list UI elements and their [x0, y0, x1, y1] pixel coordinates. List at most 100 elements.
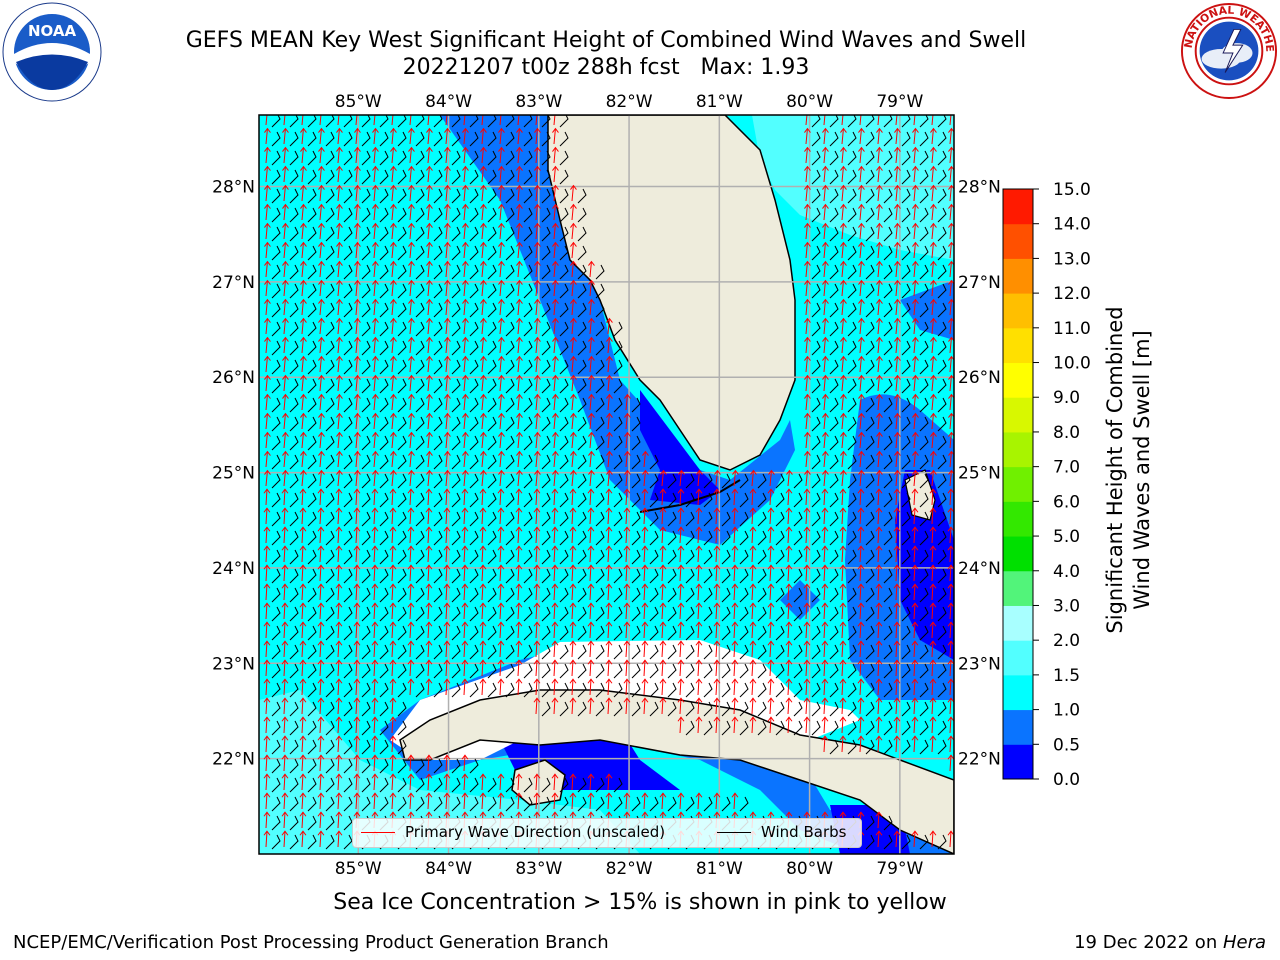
wave-direction-arrow: [913, 717, 916, 734]
wave-direction-arrowhead: [372, 146, 379, 152]
wave-direction-arrowhead: [588, 412, 595, 418]
wave-direction-arrowhead: [912, 260, 919, 266]
wave-direction-arrowhead: [803, 640, 811, 646]
wave-direction-arrowhead: [623, 488, 631, 494]
wind-barb: [523, 625, 533, 641]
wave-direction-arrow: [823, 698, 826, 715]
wave-direction-arrow: [301, 717, 304, 734]
wave-direction-arrowhead: [263, 773, 271, 779]
wave-direction-arrow: [409, 451, 412, 468]
wave-direction-arrowhead: [318, 393, 325, 399]
wave-direction-arrow: [859, 394, 862, 411]
wind-barb: [343, 226, 353, 242]
wave-direction-arrow: [391, 717, 394, 734]
wind-barb: [919, 283, 929, 299]
wave-direction-arrowhead: [551, 545, 559, 551]
wave-direction-arrowhead: [534, 222, 541, 228]
wave-direction-arrowhead: [317, 545, 325, 551]
wind-barb: [307, 302, 317, 318]
wave-direction-arrowhead: [840, 260, 847, 266]
wind-barb: [271, 359, 281, 375]
wind-barb: [415, 245, 425, 261]
wave-direction-arrowhead: [480, 317, 487, 323]
wind-barb: [541, 796, 551, 812]
wave-direction-arrowhead: [677, 792, 685, 798]
wave-direction-arrowhead: [875, 811, 883, 817]
wave-direction-arrowhead: [749, 716, 757, 722]
wave-direction-arrow: [463, 147, 466, 164]
wind-barb: [559, 340, 569, 356]
wind-barb: [865, 701, 875, 717]
wave-direction-arrowhead: [695, 678, 703, 684]
wave-direction-arrowhead: [426, 260, 433, 266]
map-frame: [258, 114, 955, 855]
wave-direction-arrow: [625, 470, 628, 487]
wave-direction-arrowhead: [677, 526, 685, 532]
wave-direction-arrowhead: [300, 146, 307, 152]
wave-direction-arrowhead: [894, 203, 901, 209]
wave-direction-arrowhead: [372, 431, 379, 437]
wind-barb: [289, 549, 299, 565]
wind-barb: [451, 682, 461, 698]
wave-direction-arrowhead: [821, 716, 829, 722]
wave-direction-arrow: [841, 603, 844, 620]
wave-direction-arrow: [679, 717, 682, 734]
wave-direction-arrowhead: [426, 146, 433, 152]
wind-barb: [685, 568, 695, 584]
wind-barb: [397, 397, 407, 413]
wind-barb: [775, 606, 785, 622]
wave-direction-arrowhead: [911, 602, 919, 608]
wave-direction-arrowhead: [840, 336, 847, 342]
colorbar-tick-label: 4.0: [1053, 562, 1080, 582]
wind-barb: [901, 606, 911, 622]
wind-barb: [541, 549, 551, 565]
wave-direction-arrow: [265, 546, 268, 563]
wave-direction-arrowhead: [282, 298, 289, 304]
wind-barb: [379, 302, 389, 318]
wind-barb: [451, 796, 461, 812]
wave-direction-arrowhead: [930, 260, 937, 266]
wave-direction-arrow: [895, 394, 898, 411]
wave-direction-arrowhead: [353, 697, 361, 703]
wave-direction-arrow: [715, 660, 718, 677]
wave-direction-arrow: [463, 470, 466, 487]
wave-direction-arrowhead: [461, 811, 469, 817]
wind-barb: [505, 226, 515, 242]
wave-direction-arrow: [427, 527, 430, 544]
wave-direction-arrowhead: [281, 811, 289, 817]
wave-direction-arrowhead: [641, 678, 649, 684]
wave-direction-arrow: [895, 717, 898, 734]
wave-direction-arrowhead: [497, 602, 505, 608]
wind-barb: [865, 454, 875, 470]
wave-direction-arrow: [769, 527, 772, 544]
wave-direction-arrow: [751, 679, 754, 696]
wave-direction-arrowhead: [894, 469, 901, 475]
wind-barb: [956, 721, 964, 735]
colorbar-segment: [1003, 536, 1033, 572]
wave-direction-arrow: [337, 185, 340, 202]
wave-direction-arrow: [913, 489, 916, 506]
wind-barb: [397, 606, 407, 622]
wave-direction-arrow: [841, 115, 844, 126]
wave-direction-arrowhead: [659, 564, 667, 570]
wind-barb: [271, 511, 281, 527]
wave-direction-arrow: [319, 299, 322, 316]
wave-direction-arrow: [373, 641, 376, 658]
wave-direction-arrowhead: [876, 393, 883, 399]
wave-direction-arrow: [265, 774, 268, 791]
wind-barb: [325, 568, 335, 584]
wave-direction-arrowhead: [336, 146, 343, 152]
wind-barb: [919, 226, 929, 242]
wave-direction-arrow: [463, 166, 466, 183]
wind-barb: [307, 682, 317, 698]
wave-direction-arrow: [931, 622, 934, 639]
wind-barb: [721, 625, 731, 641]
wave-direction-arrow: [463, 242, 466, 259]
wave-direction-arrow: [805, 584, 808, 601]
wave-direction-arrow: [877, 337, 880, 354]
wave-direction-arrow: [895, 375, 898, 392]
wave-direction-arrow: [571, 280, 574, 297]
wave-direction-arrow: [949, 432, 952, 449]
wind-barb: [523, 226, 533, 242]
wave-direction-arrowhead: [858, 450, 865, 456]
